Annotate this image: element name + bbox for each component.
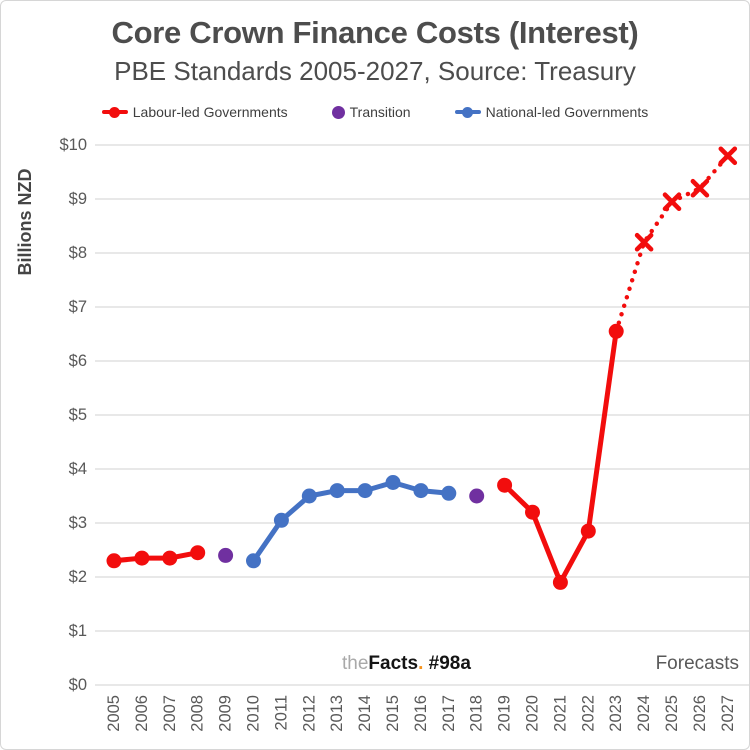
legend-label: National-led Governments — [485, 104, 649, 120]
labour-line-marker-icon — [101, 106, 128, 119]
legend-item-labour: Labour-led Governments — [101, 104, 288, 120]
legend-item-transition: Transition — [331, 104, 411, 120]
data-point — [273, 512, 289, 528]
data-point — [385, 475, 401, 490]
series-line-0 — [111, 550, 201, 564]
data-point — [357, 483, 373, 499]
data-point — [134, 550, 150, 566]
x-tick-label: 2023 — [607, 695, 625, 732]
watermark-tag: #98a — [423, 653, 471, 674]
data-point — [441, 485, 457, 501]
data-point — [525, 504, 540, 520]
y-tick-label: $7 — [69, 298, 87, 316]
x-tick-label: 2006 — [133, 695, 151, 732]
y-tick-label: $5 — [69, 406, 87, 424]
data-point — [580, 523, 596, 539]
x-tick-label: 2024 — [635, 695, 653, 732]
y-tick-label: $10 — [59, 136, 87, 154]
watermark-dot: . — [418, 653, 424, 674]
data-point — [162, 550, 178, 566]
legend: Labour-led Governments Transition Nation… — [1, 104, 749, 120]
watermark-facts: Facts — [368, 653, 419, 674]
x-tick-label: 2010 — [245, 695, 263, 732]
data-point — [246, 553, 261, 569]
x-tick-label: 2025 — [663, 695, 681, 732]
x-tick-label: 2015 — [384, 695, 402, 732]
data-point — [497, 477, 513, 493]
series-line-5 — [614, 153, 730, 334]
x-tick-label: 2013 — [328, 695, 346, 732]
data-point — [413, 483, 429, 499]
x-tick-label: 2017 — [440, 695, 458, 732]
forecasts-label: Forecasts — [655, 653, 739, 674]
y-tick-label: $3 — [69, 514, 87, 532]
x-tick-label: 2020 — [524, 695, 542, 732]
data-point — [190, 545, 206, 561]
data-point — [106, 553, 122, 569]
x-tick-label: 2009 — [217, 695, 235, 732]
x-tick-label: 2007 — [161, 695, 179, 732]
data-point — [218, 547, 234, 563]
x-tick-label: 2008 — [189, 695, 207, 732]
legend-label: Labour-led Governments — [132, 104, 288, 120]
legend-item-national: National-led Governments — [454, 104, 649, 120]
y-tick-label: $4 — [69, 460, 87, 478]
y-tick-label: $9 — [69, 190, 87, 208]
x-tick-label: 2018 — [468, 695, 486, 732]
y-tick-label: $8 — [69, 244, 87, 262]
data-point — [608, 323, 624, 339]
x-tick-label: 2014 — [356, 695, 374, 732]
x-tick-label: 2011 — [272, 695, 290, 730]
data-point — [469, 488, 485, 504]
data-point — [329, 483, 345, 499]
y-tick-label: $1 — [69, 622, 87, 640]
x-tick-label: 2019 — [496, 695, 514, 732]
y-tick-label: $2 — [69, 568, 87, 586]
x-tick-label: 2026 — [691, 695, 709, 732]
y-tick-label: $0 — [69, 676, 87, 694]
forecast-x-marker — [662, 192, 682, 211]
x-tick-label: 2021 — [551, 695, 569, 732]
data-point — [301, 488, 317, 504]
forecast-x-marker — [634, 232, 654, 252]
x-tick-label: 2005 — [105, 695, 123, 732]
watermark: theFacts. #98a — [342, 653, 471, 675]
forecast-x-marker — [718, 146, 738, 166]
y-tick-label: $6 — [69, 352, 87, 370]
forecast-x-marker — [690, 178, 710, 198]
chart-subtitle: PBE Standards 2005-2027, Source: Treasur… — [114, 56, 636, 86]
watermark-the: the — [342, 653, 369, 674]
x-tick-label: 2027 — [719, 695, 737, 732]
series-line-4 — [502, 328, 619, 585]
national-line-marker-icon — [454, 106, 481, 119]
chart-title: Core Crown Finance Costs (Interest) — [111, 15, 639, 50]
data-point — [552, 574, 568, 590]
x-tick-label: 2012 — [300, 695, 318, 732]
x-tick-label: 2022 — [579, 695, 597, 732]
y-axis-title: Billions NZD — [15, 169, 35, 276]
transition-dot-marker-icon — [331, 105, 345, 119]
x-tick-label: 2016 — [412, 695, 430, 732]
legend-label: Transition — [349, 104, 411, 120]
